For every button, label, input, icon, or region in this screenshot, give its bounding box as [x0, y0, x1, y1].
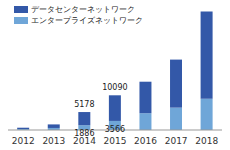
- svg-text:2012: 2012: [12, 136, 35, 146]
- svg-text:2015: 2015: [104, 136, 127, 146]
- html-text:データセンターネットワーク: データセンターネットワーク: [31, 5, 135, 14]
- svg-text:2013: 2013: [42, 136, 65, 146]
- html-text:エンタープライズネットワーク: エンタープライズネットワーク: [31, 16, 143, 25]
- svg-text:1886: 1886: [74, 129, 94, 138]
- svg-text:10090: 10090: [102, 83, 127, 92]
- svg-text:5178: 5178: [74, 100, 94, 109]
- svg-text:2014: 2014: [73, 136, 96, 147]
- svg-text:2016: 2016: [134, 136, 157, 146]
- svg-text:2017: 2017: [165, 136, 188, 146]
- svg-text:3566: 3566: [105, 125, 125, 134]
- svg-text:2018: 2018: [195, 136, 218, 146]
